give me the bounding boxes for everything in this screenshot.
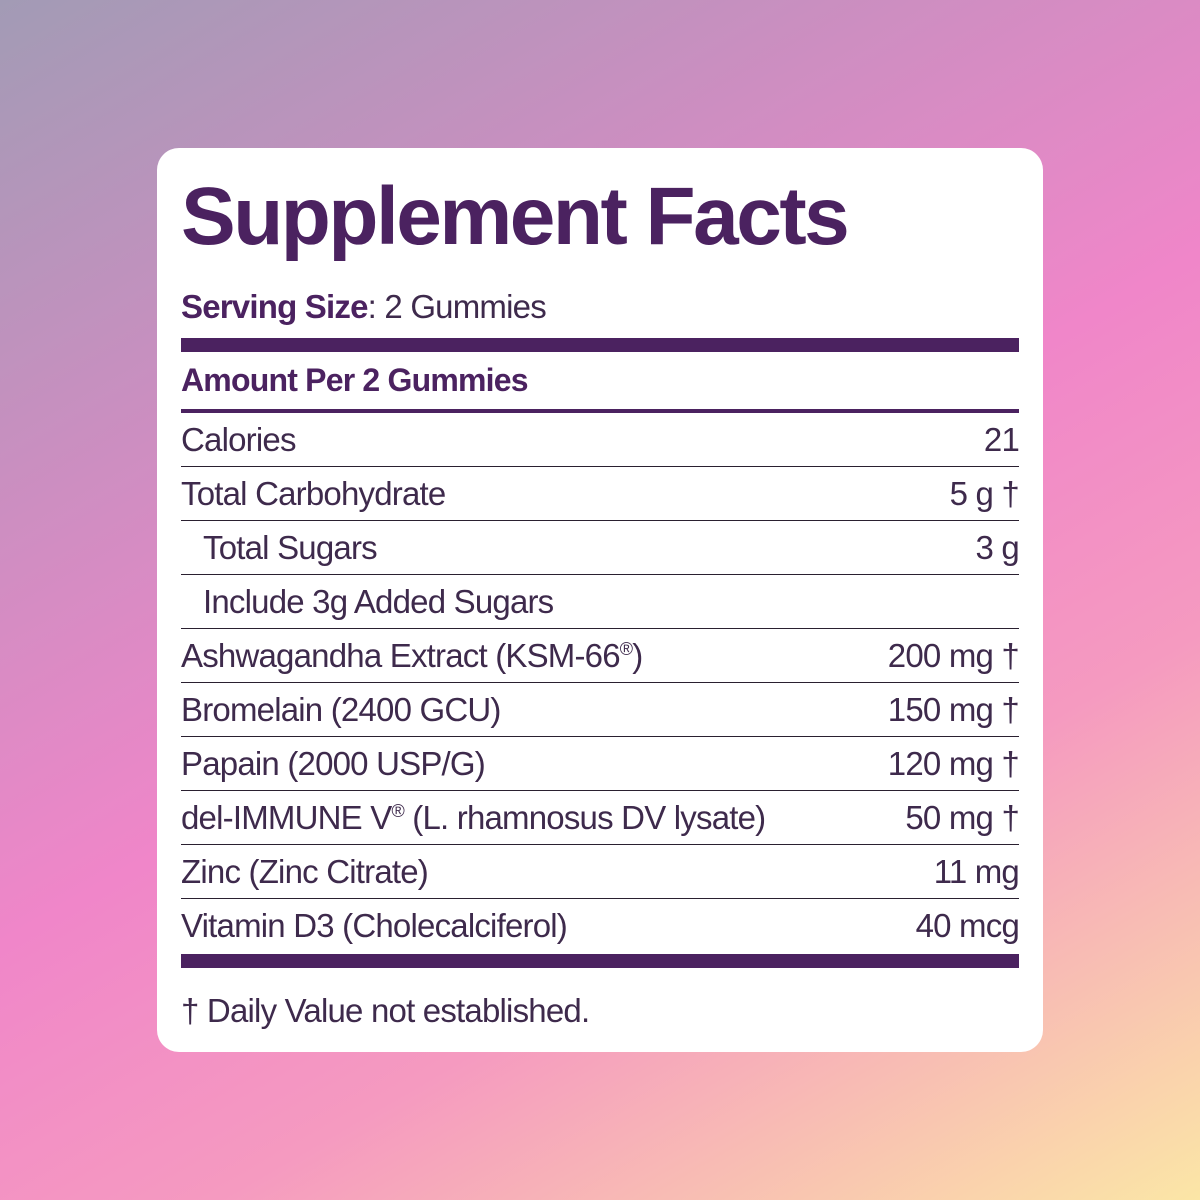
nutrient-name-text: Zinc (Zinc Citrate) [181, 852, 429, 890]
panel-title: Supplement Facts [181, 171, 850, 262]
footnote: † Daily Value not established. [181, 992, 590, 1029]
nutrient-row: del-IMMUNE V® (L. rhamnosus DV lysate) 50… [181, 791, 1020, 845]
nutrient-amount: 5 g † [949, 474, 1020, 512]
nutrient-row: Vitamin D3 (Cholecalciferol) 40 mcg [181, 899, 1020, 953]
nutrient-amount: 40 mcg [915, 907, 1020, 944]
nutrient-amount: 11 mg [933, 852, 1020, 890]
nutrient-name: del-IMMUNE V® (L. rhamnosus DV lysate) [181, 798, 766, 837]
nutrient-name: Ashwagandha Extract (KSM-66®) [181, 636, 643, 675]
nutrient-row: Ashwagandha Extract (KSM-66®) 200 mg † [181, 629, 1020, 683]
nutrient-row: Calories 21 [181, 413, 1020, 467]
thick-divider [181, 338, 1019, 352]
nutrient-amount: 3 g [975, 528, 1020, 566]
serving-size-value: : 2 Gummies [367, 288, 547, 325]
nutrient-name-text: Vitamin D3 (Cholecalciferol) [181, 907, 568, 944]
nutrient-name: Total Carbohydrate [181, 474, 446, 513]
nutrient-name: Vitamin D3 (Cholecalciferol) [181, 907, 568, 945]
serving-size-label: Serving Size [181, 288, 368, 325]
medium-divider [181, 409, 1019, 413]
nutrient-row: Include 3g Added Sugars [181, 575, 1019, 629]
amount-per-header: Amount Per 2 Gummies [181, 362, 529, 398]
nutrient-name-text: Bromelain (2400 GCU) [181, 690, 501, 728]
nutrient-row: Papain (2000 USP/G) 120 mg † [181, 737, 1020, 791]
nutrient-name-suffix: (L. rhamnosus DV lysate) [403, 798, 766, 836]
thick-divider-bottom [181, 954, 1019, 968]
nutrient-name-text: Papain (2000 USP/G) [181, 744, 486, 782]
nutrient-amount: 120 mg † [887, 744, 1020, 782]
nutrient-name: Zinc (Zinc Citrate) [181, 852, 429, 891]
nutrient-name: Calories [181, 421, 296, 459]
nutrient-amount: 21 [983, 420, 1020, 458]
nutrient-name-text: del-IMMUNE V [181, 798, 392, 836]
nutrient-name: Bromelain (2400 GCU) [181, 691, 501, 729]
registered-mark: ® [619, 638, 633, 659]
nutrient-name: Include 3g Added Sugars [181, 582, 554, 621]
supplement-facts-panel: Supplement Facts Serving Size: 2 Gummies… [157, 148, 1043, 1052]
serving-size: Serving Size: 2 Gummies [181, 288, 547, 326]
nutrient-amount: 150 mg † [887, 690, 1020, 728]
nutrient-name-text: Include 3g Added Sugars [203, 582, 554, 620]
nutrient-name-text: Calories [181, 420, 296, 458]
nutrient-row: Total Sugars 3 g [181, 521, 1020, 575]
nutrient-amount: 200 mg † [887, 636, 1020, 674]
nutrient-name: Total Sugars [181, 528, 378, 567]
nutrient-name-text: Total Sugars [203, 528, 378, 566]
nutrient-amount: 50 mg † [905, 798, 1019, 836]
registered-mark: ® [391, 800, 404, 821]
nutrient-name-text: Total Carbohydrate [181, 474, 446, 512]
nutrient-name-text: Ashwagandha Extract (KSM-66 [181, 636, 621, 674]
nutrient-row: Zinc (Zinc Citrate) 11 mg [181, 845, 1020, 899]
nutrient-row: Total Carbohydrate 5 g † [181, 467, 1020, 521]
nutrient-name-suffix: ) [632, 636, 643, 674]
nutrient-name: Papain (2000 USP/G) [181, 744, 486, 783]
nutrient-row: Bromelain (2400 GCU) 150 mg † [181, 683, 1020, 737]
